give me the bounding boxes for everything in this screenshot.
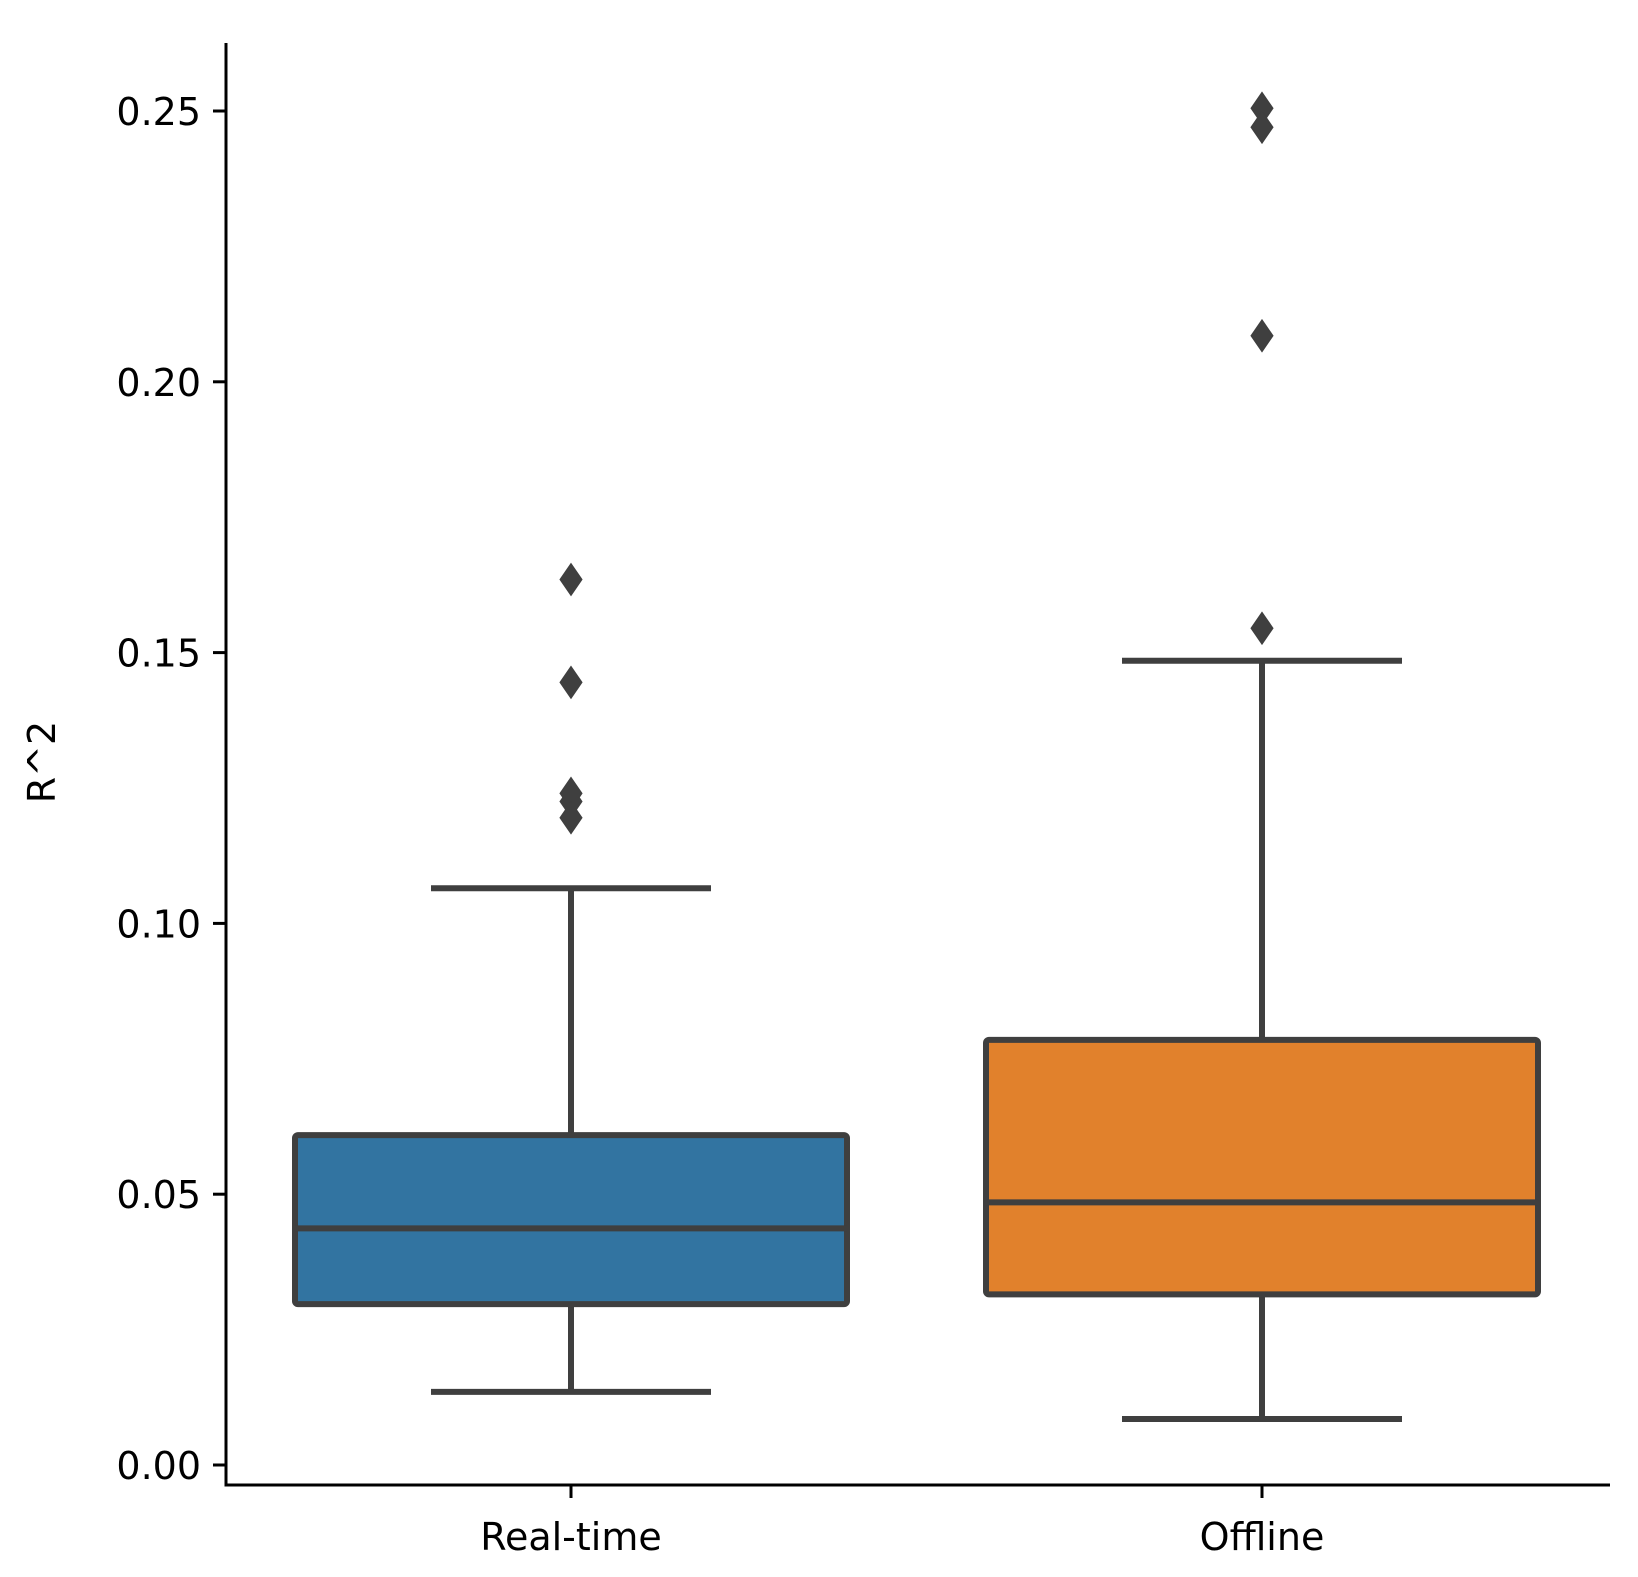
outlier-point (559, 800, 583, 835)
y-tick-label: 0.00 (116, 1444, 201, 1488)
outlier-point (559, 665, 583, 700)
box-offline (983, 1036, 1541, 1298)
box-real-time (292, 1132, 850, 1308)
x-tick-label: Offline (1200, 1515, 1325, 1559)
y-tick-label: 0.20 (116, 361, 201, 405)
outlier-point (1250, 110, 1274, 145)
y-tick-label: 0.15 (116, 632, 201, 676)
outlier-point (1250, 611, 1274, 646)
y-axis-title: R^2 (20, 721, 64, 803)
y-tick-label: 0.05 (116, 1173, 201, 1217)
y-tick-label: 0.25 (116, 90, 201, 134)
x-tick-label: Real-time (480, 1515, 661, 1559)
outlier-point (1250, 318, 1274, 353)
y-tick-label: 0.10 (116, 902, 201, 946)
plot-area: 0.00 0.05 0.10 0.15 0.20 0.25 Real-time Offline (116, 43, 1610, 1559)
outlier-point (559, 562, 583, 597)
